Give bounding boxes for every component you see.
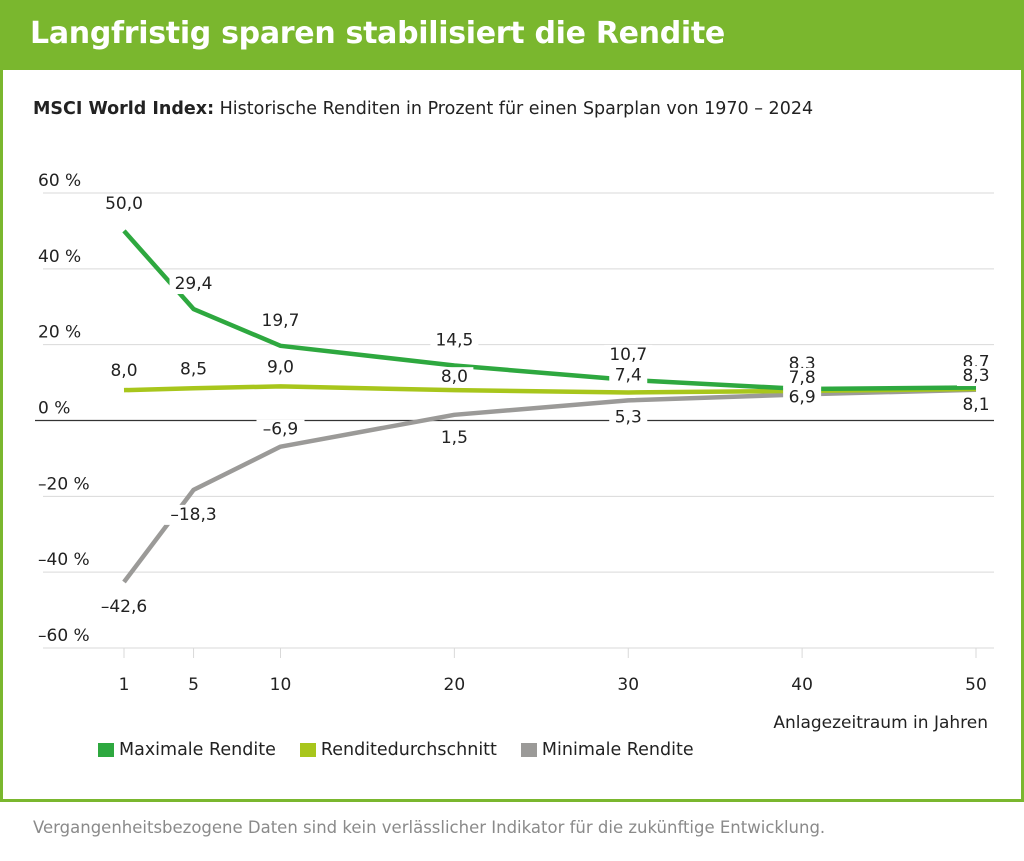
y-tick-label: 60 %	[38, 171, 81, 191]
data-label-bg-avg	[435, 367, 474, 388]
data-label-bg-min	[435, 427, 474, 448]
data-label-min: –42,6	[101, 597, 147, 617]
data-label-bg-avg	[105, 361, 143, 382]
legend-label-max: Maximale Rendite	[119, 740, 276, 760]
legend-swatch-max	[98, 743, 114, 757]
data-label-max: 10,7	[609, 345, 647, 365]
data-label-bg-avg	[261, 357, 300, 378]
legend-item-min: Minimale Rendite	[520, 740, 694, 760]
y-tick-label: –60 %	[38, 626, 90, 646]
data-label-bg-max	[256, 310, 305, 331]
chart-title: Langfristig sparen stabilisiert die Rend…	[30, 16, 725, 51]
x-tick-label: 30	[617, 675, 639, 695]
data-label-bg-min	[957, 394, 995, 415]
data-label-bg-max	[100, 193, 148, 214]
data-label-min: 8,1	[962, 395, 989, 415]
x-tick-label: 1	[119, 675, 130, 695]
data-label-avg: 9,0	[267, 357, 294, 377]
data-label-bg-max	[169, 274, 218, 295]
legend-item-avg: Renditedurchschnitt	[299, 740, 497, 760]
x-tick-label: 50	[965, 675, 987, 695]
legend-label-avg: Renditedurchschnitt	[320, 740, 497, 760]
data-label-min: 1,5	[441, 428, 468, 448]
data-label-avg: 7,8	[789, 368, 816, 388]
legend: Maximale Rendite Renditedurchschnitt Min…	[98, 740, 718, 760]
x-tick-label: 40	[791, 675, 813, 695]
y-tick-label: 0 %	[38, 399, 70, 419]
data-label-bg-avg	[609, 365, 648, 386]
data-label-bg-min	[95, 597, 153, 618]
series-line-max	[122, 229, 977, 392]
data-label-bg-avg	[783, 367, 822, 388]
x-tick-label: 10	[270, 675, 292, 695]
data-label-max: 14,5	[435, 331, 473, 351]
chart-subtitle: MSCI World Index: Historische Renditen i…	[33, 99, 813, 119]
x-tick-label: 5	[188, 675, 199, 695]
data-label-bg-min	[609, 407, 648, 428]
legend-swatch-min	[520, 743, 537, 757]
data-label-bg-avg	[957, 366, 995, 387]
data-label-avg: 8,0	[110, 361, 137, 381]
y-tick-label: 20 %	[38, 323, 81, 343]
data-label-avg: 8,5	[180, 359, 207, 379]
data-label-avg: 8,3	[962, 366, 989, 386]
line-chart: 60 % 40 % 20 % 0 % –20 % –40 % –60 % 1 5 10 20 30 40…	[35, 171, 995, 733]
y-tick-label: –20 %	[38, 474, 90, 494]
data-label-avg: 8,0	[441, 367, 468, 387]
subtitle-description: Historische Renditen in Prozent für eine…	[214, 99, 814, 119]
y-tick-label: –40 %	[38, 550, 90, 570]
subtitle-index-name: MSCI World Index:	[33, 99, 215, 119]
data-label-bg-avg	[174, 359, 213, 380]
data-label-min: 5,3	[615, 407, 642, 427]
data-label-bg-min	[256, 419, 305, 440]
data-label-min: –6,9	[263, 420, 299, 440]
data-label-min: –18,3	[170, 505, 216, 525]
legend-label-min: Minimale Rendite	[541, 740, 694, 760]
chart-header: Langfristig sparen stabilisiert die Rend…	[0, 0, 1024, 70]
data-label-bg-max	[430, 330, 479, 351]
data-label-bg-min	[783, 387, 822, 408]
series-line-min	[122, 387, 977, 584]
data-label-max: 19,7	[262, 311, 300, 331]
x-axis-title: Anlagezeitraum in Jahren	[773, 713, 988, 733]
data-label-avg: 7,4	[615, 365, 642, 385]
legend-item-max: Maximale Rendite	[98, 740, 276, 760]
data-label-bg-max	[604, 344, 653, 365]
chart-frame	[0, 0, 1024, 802]
y-tick-label: 40 %	[38, 247, 81, 267]
x-tick-label: 20	[444, 675, 466, 695]
data-label-bg-min	[164, 504, 223, 525]
disclaimer-note: Vergangenheitsbezogene Daten sind kein v…	[33, 818, 826, 837]
data-label-max: 29,4	[175, 274, 213, 294]
data-label-max: 50,0	[105, 194, 143, 214]
legend-swatch-avg	[299, 743, 316, 757]
data-label-min: 6,9	[789, 387, 816, 407]
